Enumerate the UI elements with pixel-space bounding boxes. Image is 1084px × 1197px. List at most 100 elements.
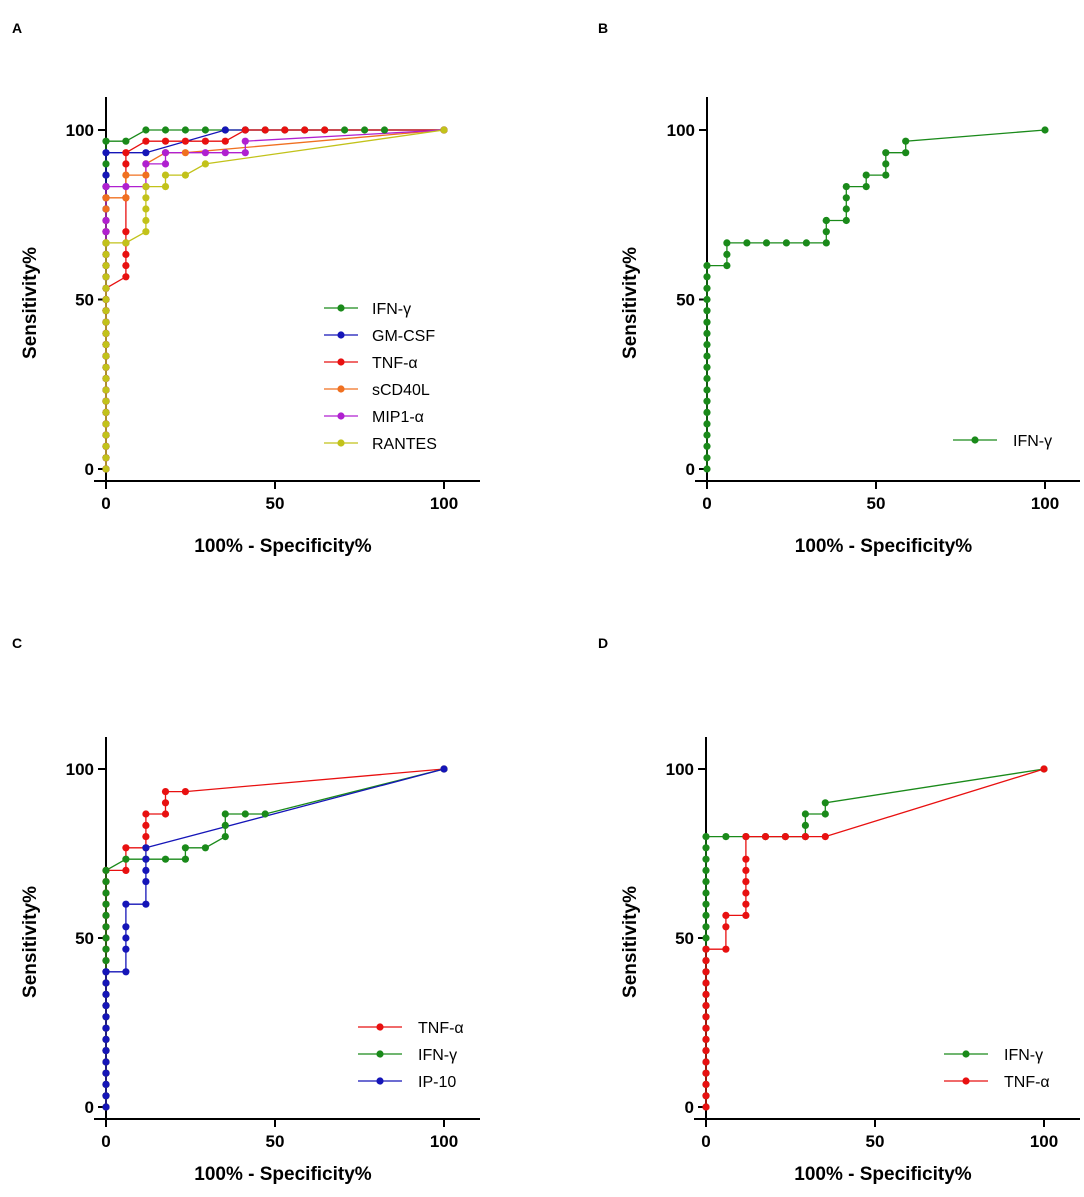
data-point-a-rantes-6 xyxy=(102,397,110,405)
data-point-d-tnf-alpha-12 xyxy=(702,968,710,976)
data-point-a-rantes-2 xyxy=(102,442,110,450)
data-point-a-tnf-alpha-28 xyxy=(201,137,209,145)
data-point-b-ifn-gamma-6 xyxy=(703,397,711,405)
data-point-b-ifn-gamma-18 xyxy=(703,262,711,270)
data-point-a-ifn-gamma-40 xyxy=(341,126,349,134)
legend-label-a-mip1-alpha: MIP1-α xyxy=(372,409,424,426)
x-axis-title-b: 100% - Specificity% xyxy=(795,536,973,557)
legend-label-b-ifn-gamma: IFN-γ xyxy=(1013,433,1052,450)
data-point-b-ifn-gamma-12 xyxy=(703,329,711,337)
data-point-a-scd40l-31 xyxy=(181,149,189,157)
data-point-c-tnf-alpha-23 xyxy=(122,844,130,852)
y-tick-label-b-0: 0 xyxy=(686,460,695,479)
data-point-d-tnf-alpha-20 xyxy=(742,889,750,897)
legend-marker-b-ifn-gamma xyxy=(971,436,979,444)
data-point-a-rantes-32 xyxy=(440,126,448,134)
data-point-b-ifn-gamma-39 xyxy=(902,149,910,157)
legend-label-d-ifn-gamma: IFN-γ xyxy=(1004,1047,1043,1064)
data-point-b-ifn-gamma-2 xyxy=(703,442,711,450)
data-point-a-tnf-alpha-31 xyxy=(261,126,269,134)
data-point-a-rantes-10 xyxy=(102,352,110,360)
data-point-a-tnf-alpha-25 xyxy=(142,137,150,145)
data-point-a-rantes-4 xyxy=(102,420,110,428)
x-tick-label-a-0: 0 xyxy=(101,494,110,513)
legend-label-a-scd40l: sCD40L xyxy=(372,382,430,399)
data-point-c-tnf-alpha-26 xyxy=(142,821,150,829)
legend-label-c-ip-10: IP-10 xyxy=(418,1074,456,1091)
data-point-d-tnf-alpha-18 xyxy=(742,911,750,919)
data-point-b-ifn-gamma-21 xyxy=(723,239,731,247)
data-point-d-tnf-alpha-14 xyxy=(702,945,710,953)
data-point-d-tnf-alpha-0 xyxy=(702,1103,710,1111)
data-point-a-tnf-alpha-19 xyxy=(122,250,130,258)
data-point-b-ifn-gamma-32 xyxy=(842,194,850,202)
legend-marker-a-gm-csf xyxy=(337,331,345,339)
legend-c: TNF-α IFN-γ IP-10 xyxy=(358,1020,464,1091)
y-axis-title-d: Sensitivity% xyxy=(620,886,641,998)
data-point-b-ifn-gamma-1 xyxy=(703,454,711,462)
data-point-c-ip-10-7 xyxy=(102,1024,110,1032)
data-point-a-gm-csf-26 xyxy=(102,171,110,179)
data-point-b-ifn-gamma-35 xyxy=(862,171,870,179)
data-point-c-ip-10-9 xyxy=(102,1002,110,1010)
data-point-d-tnf-alpha-5 xyxy=(702,1047,710,1055)
data-point-c-ip-10-20 xyxy=(142,878,150,886)
data-point-a-rantes-12 xyxy=(102,329,110,337)
data-point-c-ifn-gamma-13 xyxy=(102,957,110,965)
data-point-a-mip1-alpha-28 xyxy=(161,149,170,157)
data-point-b-ifn-gamma-41 xyxy=(1041,126,1049,134)
data-point-c-ifn-gamma-18 xyxy=(102,900,110,908)
x-axis-title-c: 100% - Specificity% xyxy=(194,1164,372,1185)
data-point-a-rantes-29 xyxy=(161,171,170,179)
data-point-a-tnf-alpha-23 xyxy=(122,160,130,168)
data-point-d-tnf-alpha-25 xyxy=(761,833,770,841)
roc-points-a-rantes xyxy=(102,126,448,473)
data-point-b-ifn-gamma-20 xyxy=(723,250,731,258)
data-point-a-rantes-5 xyxy=(102,408,110,416)
x-tick-label-b-0: 0 xyxy=(702,494,711,513)
legend-d: IFN-γ TNF-α xyxy=(944,1047,1050,1091)
x-tick-label-a-100: 100 xyxy=(430,494,458,513)
legend-marker-d-tnf-alpha xyxy=(962,1077,970,1085)
legend-marker-a-scd40l xyxy=(337,385,345,393)
data-point-a-tnf-alpha-18 xyxy=(122,262,130,270)
legend-marker-d-ifn-gamma xyxy=(962,1050,970,1058)
data-point-c-ip-10-11 xyxy=(102,979,110,987)
data-point-a-rantes-18 xyxy=(102,262,110,270)
data-point-c-ifn-gamma-27 xyxy=(201,844,209,852)
y-axis-title-a: Sensitivity% xyxy=(20,247,41,359)
data-point-d-ifn-gamma-25 xyxy=(722,833,730,841)
data-point-a-mip1-alpha-26 xyxy=(142,160,150,168)
y-tick-label-a-0: 0 xyxy=(85,460,94,479)
data-point-a-ifn-gamma-31 xyxy=(161,126,170,134)
data-point-b-ifn-gamma-29 xyxy=(822,216,830,225)
x-tick-label-a-50: 50 xyxy=(266,494,285,513)
data-point-c-ip-10-3 xyxy=(102,1069,110,1077)
data-point-a-rantes-11 xyxy=(102,341,110,349)
data-point-a-rantes-9 xyxy=(102,363,110,371)
data-point-d-ifn-gamma-19 xyxy=(702,889,710,897)
data-point-c-ifn-gamma-19 xyxy=(102,889,110,897)
data-point-c-ifn-gamma-30 xyxy=(221,810,229,818)
legend-a: IFN-γ GM-CSF TNF-α sCD40L MIP1-α RANTES xyxy=(324,301,437,453)
data-point-b-ifn-gamma-40 xyxy=(902,137,910,145)
data-point-b-ifn-gamma-7 xyxy=(703,386,711,394)
data-point-d-tnf-alpha-6 xyxy=(702,1035,710,1043)
data-point-a-gm-csf-27 xyxy=(102,149,110,157)
data-point-b-ifn-gamma-25 xyxy=(802,239,810,247)
data-point-c-ip-10-5 xyxy=(102,1047,110,1055)
data-point-d-ifn-gamma-16 xyxy=(702,923,710,931)
panel-letter-c: C xyxy=(12,635,22,651)
data-point-a-rantes-23 xyxy=(142,228,150,236)
data-point-b-ifn-gamma-5 xyxy=(703,408,711,416)
data-point-a-rantes-30 xyxy=(181,171,189,179)
y-axis-title-b: Sensitivity% xyxy=(620,247,641,359)
roc-points-d-tnf-alpha xyxy=(702,765,1048,1111)
data-point-c-ip-10-17 xyxy=(122,923,130,931)
y-tick-label-c-0: 0 xyxy=(85,1098,94,1117)
roc-line-d-tnf-alpha xyxy=(705,768,1045,1107)
data-point-b-ifn-gamma-24 xyxy=(782,239,790,247)
data-point-c-tnf-alpha-27 xyxy=(142,810,150,818)
data-point-a-tnf-alpha-17 xyxy=(122,273,130,281)
data-point-a-rantes-1 xyxy=(102,454,110,462)
